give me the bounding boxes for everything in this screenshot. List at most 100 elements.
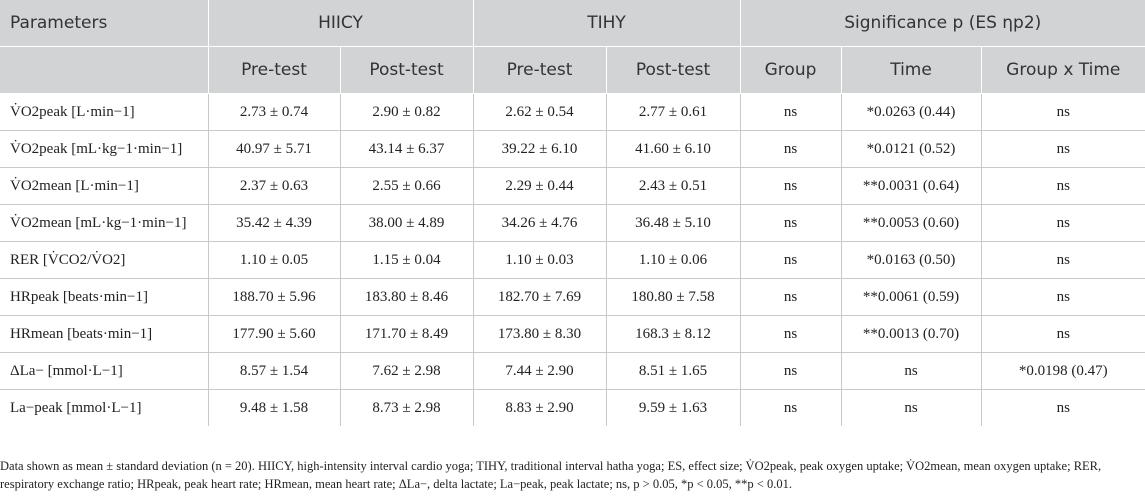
cell-sig-time: *0.0121 (0.52) [841, 130, 982, 168]
cell-hiicy-pre: 177.90 ± 5.60 [208, 315, 341, 353]
cell-tihy-post: 2.43 ± 0.51 [606, 167, 741, 205]
cell-sig-group: ns [740, 278, 842, 316]
cell-tihy-post: 168.3 ± 8.12 [606, 315, 741, 353]
cell-hiicy-post: 43.14 ± 6.37 [340, 130, 474, 168]
cell-tihy-pre: 7.44 ± 2.90 [473, 352, 607, 390]
cell-tihy-post: 1.10 ± 0.06 [606, 241, 741, 279]
header-hiicy-post: Post-test [340, 46, 474, 94]
cell-tihy-post: 36.48 ± 5.10 [606, 204, 741, 242]
cell-hiicy-pre: 9.48 ± 1.58 [208, 389, 341, 426]
cell-sig-group-x-time: ns [981, 167, 1145, 205]
row-parameter: La−peak [mmol·L−1] [0, 389, 209, 426]
cell-hiicy-pre: 1.10 ± 0.05 [208, 241, 341, 279]
row-parameter: V̇O2peak [L·min−1] [0, 93, 209, 131]
cell-sig-group: ns [740, 93, 842, 131]
table-row: RER [V̇CO2/V̇O2] 1.10 ± 0.05 1.15 ± 0.04… [0, 241, 1145, 279]
header-group-tihy: TIHY [473, 0, 741, 47]
cell-sig-group-x-time: ns [981, 204, 1145, 242]
table-row: ΔLa− [mmol·L−1] 8.57 ± 1.54 7.62 ± 2.98 … [0, 352, 1145, 390]
table-row: V̇O2mean [L·min−1] 2.37 ± 0.63 2.55 ± 0.… [0, 167, 1145, 205]
cell-hiicy-post: 171.70 ± 8.49 [340, 315, 474, 353]
table-header: Parameters HIICY TIHY Significance p (ES… [0, 0, 1145, 94]
cell-hiicy-post: 2.90 ± 0.82 [340, 93, 474, 131]
cell-sig-group: ns [740, 241, 842, 279]
cell-hiicy-pre: 35.42 ± 4.39 [208, 204, 341, 242]
cell-sig-group-x-time: ns [981, 93, 1145, 131]
cell-tihy-pre: 39.22 ± 6.10 [473, 130, 607, 168]
table-row: V̇O2mean [mL·kg−1·min−1] 35.42 ± 4.39 38… [0, 204, 1145, 242]
cell-sig-group-x-time: ns [981, 241, 1145, 279]
header-empty-cell [0, 46, 209, 94]
cell-hiicy-pre: 2.73 ± 0.74 [208, 93, 341, 131]
cell-sig-time: **0.0053 (0.60) [841, 204, 982, 242]
cell-sig-time: ns [841, 352, 982, 390]
cell-sig-time: **0.0031 (0.64) [841, 167, 982, 205]
table-row: HRpeak [beats·min−1] 188.70 ± 5.96 183.8… [0, 278, 1145, 316]
header-significance-text: Significance p (ES ηp2) [844, 13, 1042, 33]
table-row: La−peak [mmol·L−1] 9.48 ± 1.58 8.73 ± 2.… [0, 389, 1145, 426]
header-group-hiicy: HIICY [208, 0, 474, 47]
row-parameter: HRpeak [beats·min−1] [0, 278, 209, 316]
cell-sig-group-x-time: *0.0198 (0.47) [981, 352, 1145, 390]
header-parameters: Parameters [0, 0, 209, 47]
cell-tihy-pre: 2.29 ± 0.44 [473, 167, 607, 205]
cell-sig-group: ns [740, 130, 842, 168]
cell-hiicy-pre: 40.97 ± 5.71 [208, 130, 341, 168]
cell-hiicy-pre: 188.70 ± 5.96 [208, 278, 341, 316]
cell-tihy-pre: 1.10 ± 0.03 [473, 241, 607, 279]
row-parameter: ΔLa− [mmol·L−1] [0, 352, 209, 390]
cell-sig-time: *0.0263 (0.44) [841, 93, 982, 131]
cell-tihy-pre: 182.70 ± 7.69 [473, 278, 607, 316]
header-tihy-post: Post-test [606, 46, 741, 94]
cell-tihy-pre: 8.83 ± 2.90 [473, 389, 607, 426]
cell-hiicy-post: 2.55 ± 0.66 [340, 167, 474, 205]
cell-tihy-post: 180.80 ± 7.58 [606, 278, 741, 316]
table-row: HRmean [beats·min−1] 177.90 ± 5.60 171.7… [0, 315, 1145, 353]
cell-sig-time: **0.0061 (0.59) [841, 278, 982, 316]
results-table: Parameters HIICY TIHY Significance p (ES… [0, 0, 1145, 426]
cell-sig-time: ns [841, 389, 982, 426]
cell-sig-group-x-time: ns [981, 278, 1145, 316]
cell-sig-time: *0.0163 (0.50) [841, 241, 982, 279]
cell-sig-time: **0.0013 (0.70) [841, 315, 982, 353]
cell-hiicy-post: 8.73 ± 2.98 [340, 389, 474, 426]
cell-hiicy-pre: 8.57 ± 1.54 [208, 352, 341, 390]
cell-tihy-post: 2.77 ± 0.61 [606, 93, 741, 131]
cell-hiicy-post: 7.62 ± 2.98 [340, 352, 474, 390]
row-parameter: V̇O2mean [mL·kg−1·min−1] [0, 204, 209, 242]
header-significance: Significance p (ES ηp2) [740, 0, 1145, 47]
header-hiicy-pre: Pre-test [208, 46, 341, 94]
cell-tihy-pre: 34.26 ± 4.76 [473, 204, 607, 242]
cell-tihy-pre: 173.80 ± 8.30 [473, 315, 607, 353]
cell-sig-group: ns [740, 389, 842, 426]
cell-hiicy-post: 1.15 ± 0.04 [340, 241, 474, 279]
table-row: V̇O2peak [L·min−1] 2.73 ± 0.74 2.90 ± 0.… [0, 93, 1145, 131]
cell-hiicy-post: 38.00 ± 4.89 [340, 204, 474, 242]
cell-tihy-post: 8.51 ± 1.65 [606, 352, 741, 390]
cell-sig-group: ns [740, 315, 842, 353]
header-row-top: Parameters HIICY TIHY Significance p (ES… [0, 0, 1145, 47]
table-body: V̇O2peak [L·min−1] 2.73 ± 0.74 2.90 ± 0.… [0, 93, 1145, 426]
cell-sig-group: ns [740, 352, 842, 390]
row-parameter: RER [V̇CO2/V̇O2] [0, 241, 209, 279]
header-sig-group: Group [740, 46, 842, 94]
cell-hiicy-post: 183.80 ± 8.46 [340, 278, 474, 316]
cell-tihy-post: 9.59 ± 1.63 [606, 389, 741, 426]
cell-sig-group: ns [740, 167, 842, 205]
header-tihy-pre: Pre-test [473, 46, 607, 94]
cell-sig-group-x-time: ns [1056, 399, 1070, 416]
cell-sig-group: ns [740, 204, 842, 242]
header-sig-time: Time [841, 46, 982, 94]
cell-tihy-pre: 2.62 ± 0.54 [473, 93, 607, 131]
row-parameter: V̇O2mean [L·min−1] [0, 167, 209, 205]
header-row-sub: Pre-test Post-test Pre-test Post-test Gr… [0, 46, 1145, 94]
header-sig-group-x-time: Group x Time [981, 46, 1145, 94]
table-row: V̇O2peak [mL·kg−1·min−1] 40.97 ± 5.71 43… [0, 130, 1145, 168]
table-footnote: Data shown as mean ± standard deviation … [0, 459, 1102, 491]
cell-tihy-post: 41.60 ± 6.10 [606, 130, 741, 168]
cell-sig-group-x-time: ns [981, 315, 1145, 353]
cell-hiicy-pre: 2.37 ± 0.63 [208, 167, 341, 205]
row-parameter: HRmean [beats·min−1] [0, 315, 209, 353]
cell-sig-group-x-time: ns [981, 130, 1145, 168]
row-parameter: V̇O2peak [mL·kg−1·min−1] [0, 130, 209, 168]
